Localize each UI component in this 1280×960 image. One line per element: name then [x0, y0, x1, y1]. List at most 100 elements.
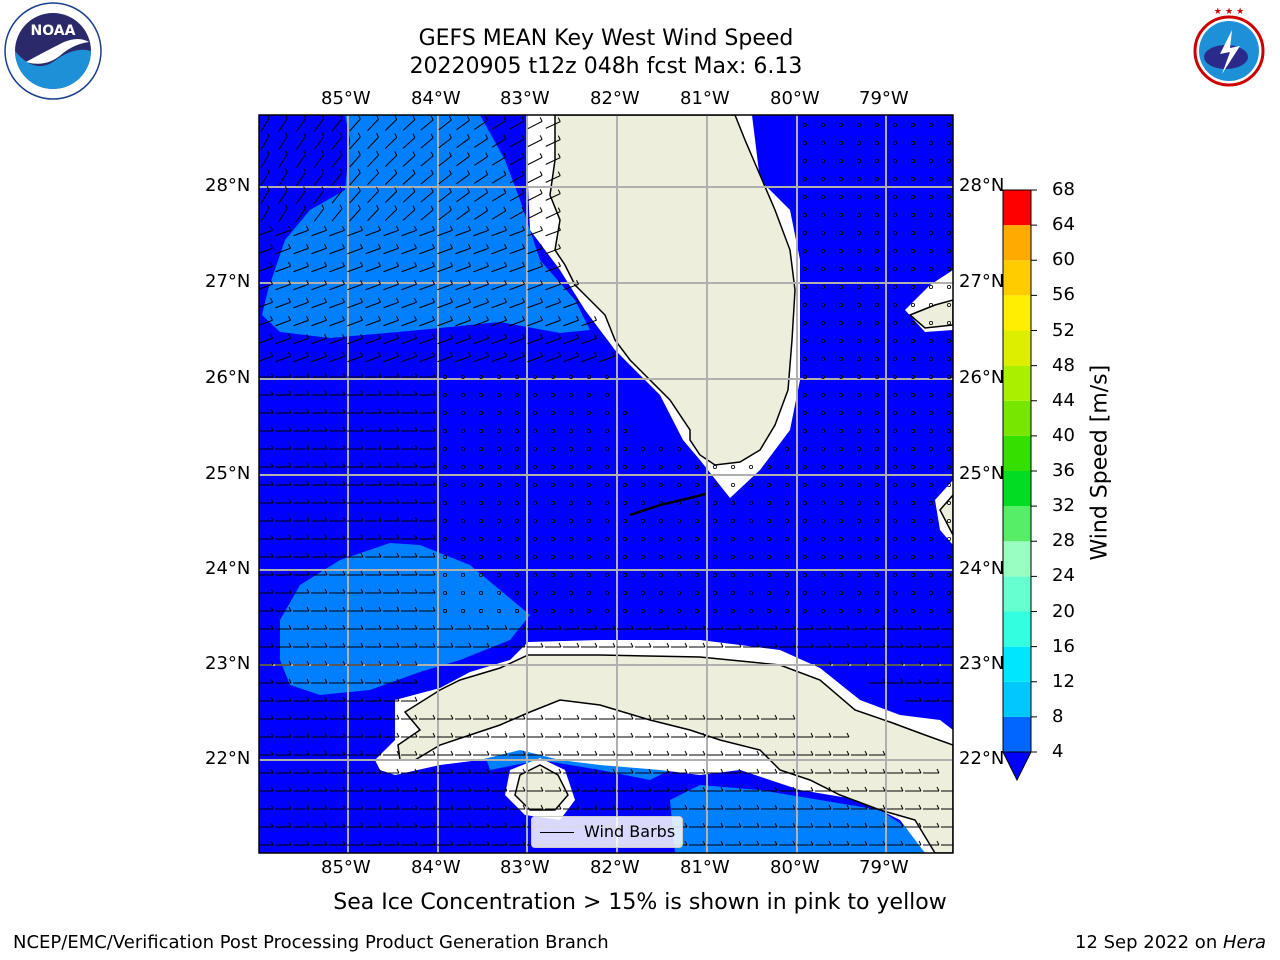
wind-barb-flag [576, 804, 580, 810]
wind-barb-calm [767, 500, 772, 505]
wind-barb-flag [284, 132, 288, 137]
wind-barb-calm [821, 410, 826, 415]
wind-barb-calm [821, 428, 826, 433]
wind-barb-flag [306, 352, 309, 357]
wind-barb-shaft [420, 119, 434, 131]
wind-barb-calm [659, 519, 664, 524]
wind-barb-flag [522, 244, 525, 249]
wind-barb-calm [893, 410, 898, 415]
wind-barb-flag [539, 135, 543, 140]
wind-barb-flag [378, 804, 382, 810]
wind-barb-calm [857, 248, 862, 253]
wind-barb-shaft [438, 137, 452, 149]
wind-barb-flag [864, 822, 868, 828]
wind-barb-flag [288, 480, 292, 486]
wind-barb-calm [911, 338, 916, 343]
wind-barb-flag [376, 115, 379, 120]
wind-barb-flag [882, 822, 886, 828]
wind-barb-calm [731, 573, 736, 578]
wind-barb-calm [875, 537, 880, 542]
wind-barb-flag [378, 570, 382, 576]
wind-barb-calm [929, 356, 934, 361]
wind-barb-calm [947, 302, 952, 307]
wind-barb-calm [623, 609, 628, 614]
wind-barb-calm [731, 519, 736, 524]
wind-barb-shaft [491, 138, 507, 148]
wind-barb-flag [266, 203, 270, 209]
wind-barb-flag [324, 804, 328, 810]
wind-barb-flag [720, 624, 724, 630]
colorbar-tick-label: 52 [1052, 319, 1075, 341]
wind-barb-shaft [296, 208, 306, 222]
wind-barb-flag [321, 150, 325, 155]
wind-barb-calm [947, 446, 952, 451]
wind-barb-flag [342, 696, 346, 702]
wind-barb-calm [911, 555, 916, 560]
wind-barb-calm [551, 464, 556, 469]
wind-barb-calm [929, 500, 934, 505]
wind-barb-flag [810, 840, 814, 846]
wind-barb-calm [551, 519, 556, 524]
wind-barb-flag [557, 171, 561, 176]
wind-barb-flag [576, 750, 580, 756]
wind-barb-flag [900, 768, 904, 774]
wind-barb-flag [342, 280, 345, 285]
wind-barb-calm [875, 140, 880, 145]
wind-barb-calm [857, 284, 862, 289]
wind-barb-calm [875, 392, 880, 397]
wind-barb-flag [288, 426, 292, 432]
wind-barb-flag [864, 624, 868, 630]
wind-barb-flag [306, 534, 310, 540]
wind-barb-calm [677, 555, 682, 560]
wind-barb-flag [414, 822, 418, 828]
wind-barb-calm [767, 609, 772, 614]
wind-barb-shaft [383, 283, 399, 291]
wind-barb-flag [342, 334, 345, 339]
wind-barb-shaft [438, 119, 452, 131]
wind-barb-calm [857, 500, 862, 505]
wind-barb-calm [623, 555, 628, 560]
wind-barb-calm [605, 428, 610, 433]
cuba-land [397, 654, 953, 853]
wind-barb-calm [857, 140, 862, 145]
wind-barb-shaft [347, 319, 363, 327]
wind-barb-flag [288, 390, 292, 396]
wind-barb-flag [288, 714, 292, 720]
wind-barb-shaft [455, 319, 471, 327]
wind-barb-flag [540, 786, 544, 792]
colorbar-tick-label: 12 [1052, 670, 1075, 692]
wind-barb-calm [677, 464, 682, 469]
wind-barb-flag [324, 642, 328, 648]
wind-barb-shaft [275, 229, 291, 237]
wind-barb-flag [918, 822, 922, 828]
wind-barb-flag [414, 280, 417, 285]
wind-barb-flag [504, 786, 508, 792]
wind-barb-flag [955, 661, 957, 665]
wind-barb-flag [612, 714, 616, 720]
wind-barb-flag [504, 316, 507, 321]
wind-barb-calm [515, 609, 520, 614]
wind-barb-flag [288, 678, 292, 684]
wind-barb-flag [828, 642, 832, 648]
wind-barb-calm [623, 410, 628, 415]
wind-barb-shaft [313, 136, 325, 150]
wind-barb-calm [641, 573, 646, 578]
wind-barb-calm [623, 428, 628, 433]
wind-barb-calm [803, 212, 808, 217]
wind-barb-flag [396, 696, 400, 702]
wind-barb-calm [551, 591, 556, 596]
wind-barb-flag [414, 352, 417, 357]
wind-barb-flag [432, 786, 436, 792]
wind-barb-flag [576, 316, 579, 321]
wind-barb-calm [641, 591, 646, 596]
wind-barb-calm [695, 519, 700, 524]
wind-barb-calm [623, 573, 628, 578]
wind-barb-flag [702, 732, 706, 738]
wind-barb-flag [414, 534, 418, 540]
wind-barb-flag [955, 697, 957, 701]
wind-barb-calm [695, 555, 700, 560]
wind-barb-calm [496, 555, 501, 560]
wind-barb-calm [478, 573, 483, 578]
wind-barb-flag [432, 768, 436, 774]
wind-barb-flag [360, 280, 363, 285]
